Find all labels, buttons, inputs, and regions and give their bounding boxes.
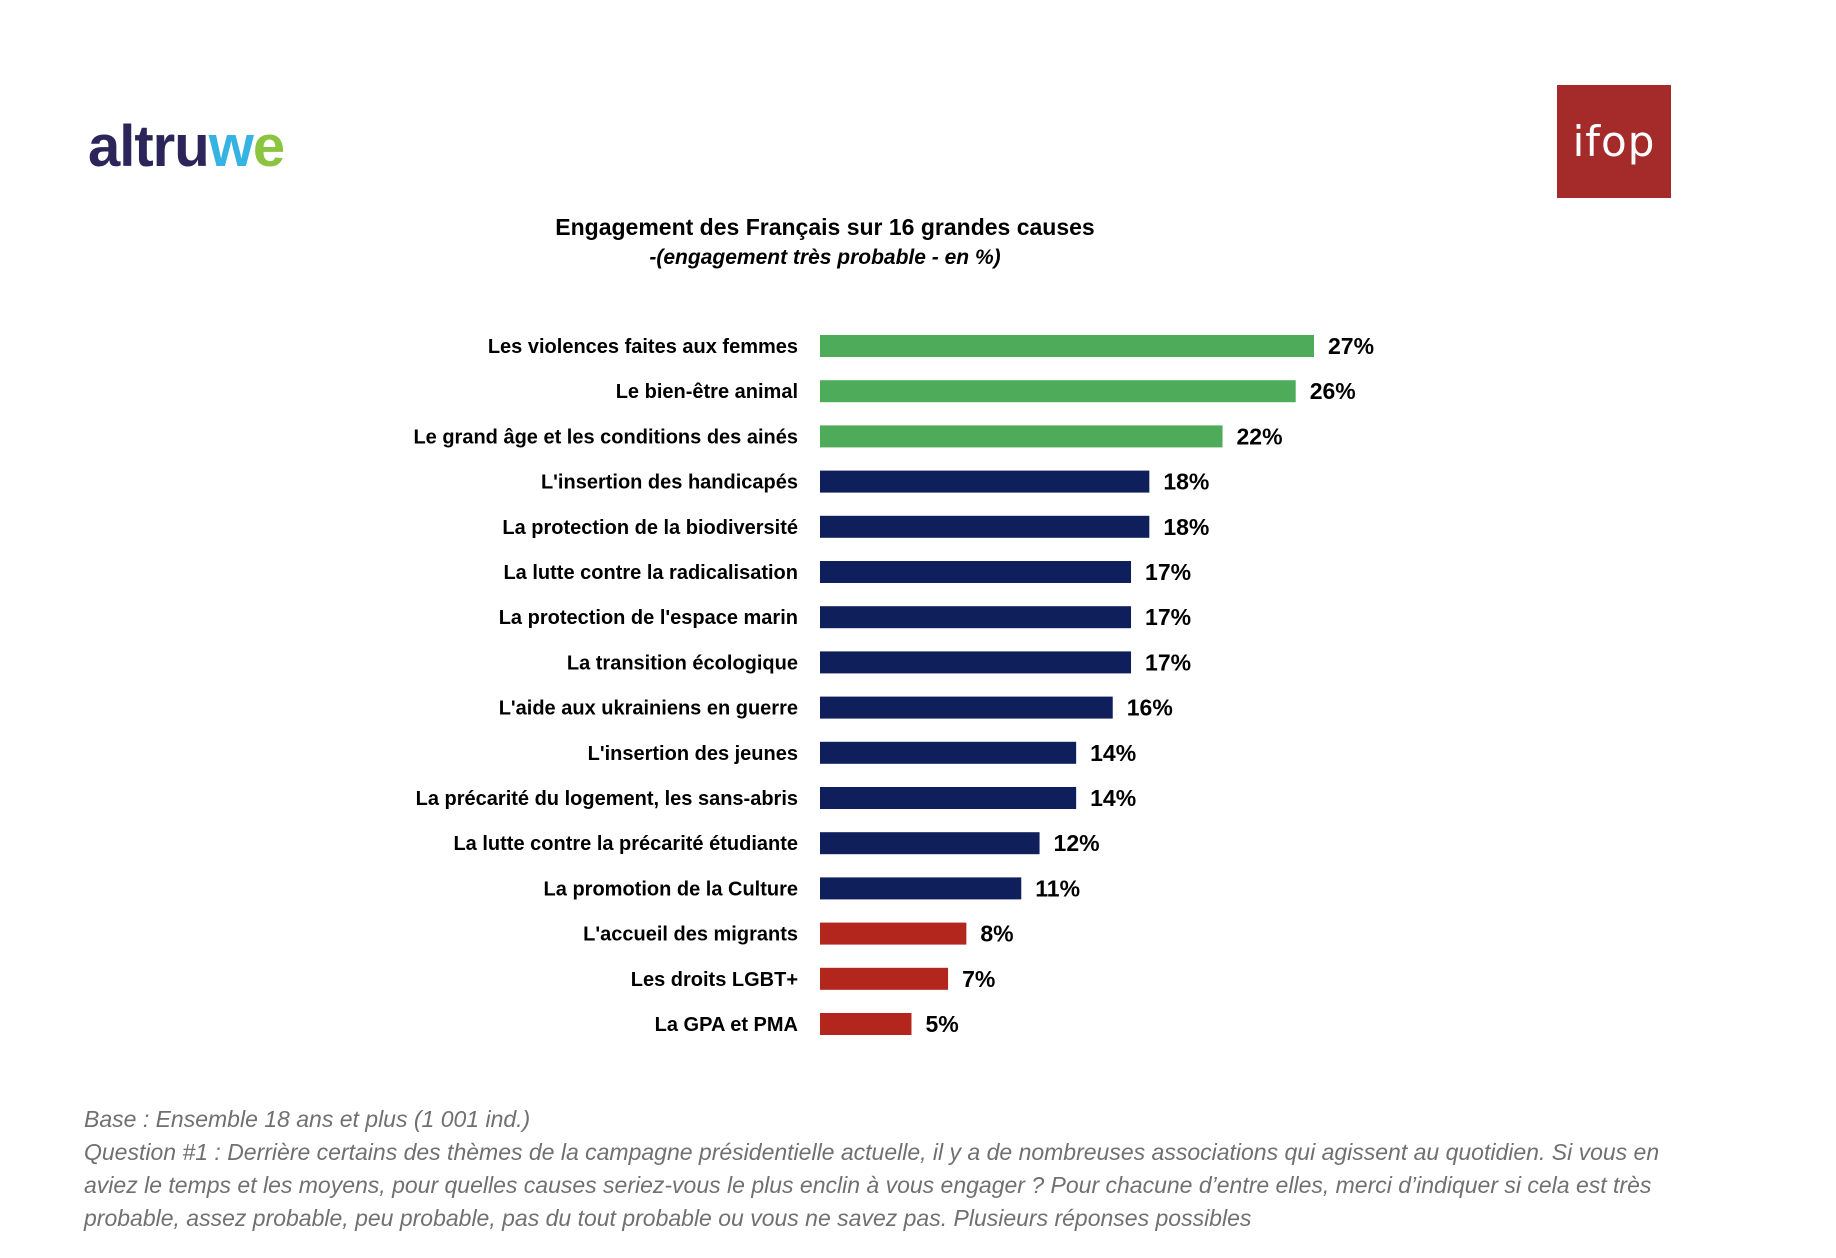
value-label: 16% bbox=[1127, 695, 1173, 721]
bar bbox=[820, 1013, 912, 1035]
chart-subtitle: -(engagement très probable - en %) bbox=[649, 246, 1001, 269]
footer-notes: Base : Ensemble 18 ans et plus (1 001 in… bbox=[84, 1103, 1684, 1235]
value-label: 22% bbox=[1237, 423, 1283, 449]
category-label: La lutte contre la radicalisation bbox=[503, 562, 798, 584]
value-label: 14% bbox=[1090, 740, 1136, 766]
chart-title: Engagement des Français sur 16 grandes c… bbox=[555, 214, 1095, 240]
bar bbox=[820, 832, 1040, 855]
bar bbox=[820, 335, 1314, 357]
category-label: La lutte contre la précarité étudiante bbox=[453, 833, 798, 855]
value-label: 17% bbox=[1145, 649, 1191, 675]
bar bbox=[820, 967, 949, 990]
bar bbox=[820, 561, 1132, 583]
bar bbox=[820, 922, 967, 945]
value-label: 7% bbox=[962, 966, 995, 992]
bar bbox=[820, 515, 1150, 538]
category-label: La promotion de la Culture bbox=[544, 878, 798, 900]
footer-base: Base : Ensemble 18 ans et plus (1 001 in… bbox=[84, 1106, 531, 1132]
value-label: 8% bbox=[980, 921, 1013, 947]
category-label: L'insertion des jeunes bbox=[588, 743, 798, 765]
value-label: 14% bbox=[1090, 785, 1136, 811]
bar bbox=[820, 741, 1077, 764]
category-label: L'aide aux ukrainiens en guerre bbox=[499, 698, 798, 720]
bar bbox=[820, 425, 1223, 448]
category-label: L'insertion des handicapés bbox=[541, 472, 798, 494]
category-label: Les violences faites aux femmes bbox=[488, 336, 798, 358]
category-label: L'accueil des migrants bbox=[583, 924, 798, 946]
category-label: Les droits LGBT+ bbox=[631, 969, 798, 991]
category-label: Le grand âge et les conditions des ainés bbox=[413, 426, 798, 448]
category-label: La précarité du logement, les sans-abris bbox=[416, 788, 798, 810]
value-label: 17% bbox=[1145, 604, 1191, 630]
value-label: 11% bbox=[1035, 875, 1080, 901]
bar bbox=[820, 787, 1077, 809]
category-label: La GPA et PMA bbox=[655, 1014, 798, 1036]
category-label: La transition écologique bbox=[567, 652, 798, 674]
altruwe-logo: altruwe bbox=[88, 118, 285, 176]
altruwe-logo-part2: w bbox=[208, 114, 254, 179]
value-label: 18% bbox=[1163, 514, 1209, 540]
value-label: 18% bbox=[1163, 469, 1209, 495]
ifop-logo: ifop bbox=[1557, 85, 1671, 198]
category-label: Le bien-être animal bbox=[616, 381, 798, 403]
category-label: La protection de la biodiversité bbox=[502, 517, 798, 539]
bar bbox=[820, 877, 1022, 900]
bar bbox=[820, 470, 1150, 493]
category-label: La protection de l'espace marin bbox=[499, 607, 798, 629]
value-label: 5% bbox=[925, 1011, 958, 1037]
bar bbox=[820, 696, 1113, 719]
bar bbox=[820, 651, 1132, 674]
value-label: 26% bbox=[1310, 378, 1356, 404]
altruwe-logo-part1: altru bbox=[88, 114, 210, 179]
value-label: 17% bbox=[1145, 559, 1191, 585]
bar bbox=[820, 606, 1132, 629]
value-label: 12% bbox=[1054, 830, 1100, 856]
ifop-logo-text: ifop bbox=[1572, 117, 1656, 166]
footer-question: Question #1 : Derrière certains des thèm… bbox=[84, 1139, 1660, 1231]
altruwe-logo-part3: e bbox=[252, 114, 285, 179]
value-label: 27% bbox=[1328, 333, 1374, 359]
bar bbox=[820, 380, 1296, 403]
